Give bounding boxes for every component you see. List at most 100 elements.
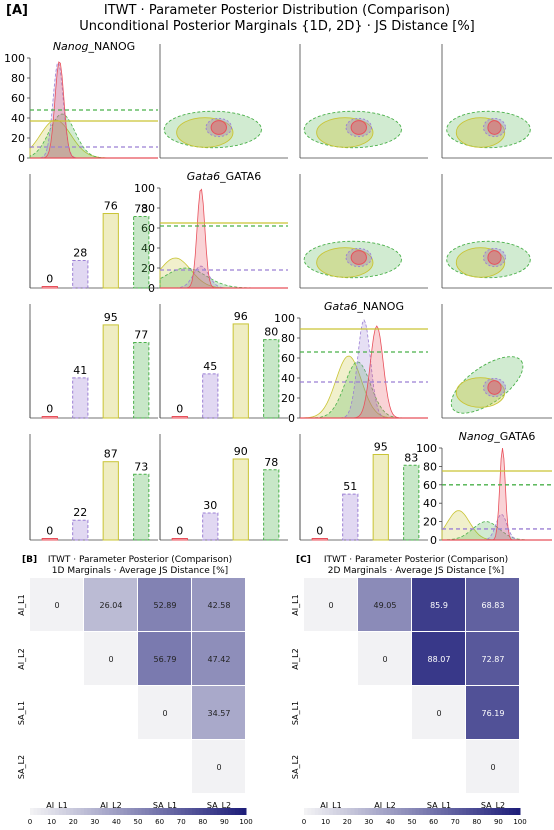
contour-sa-l1 xyxy=(455,117,506,148)
bar-panel-lower_2_1: 0 28 76 73 xyxy=(29,174,158,289)
heatmap-cell-label: 0 xyxy=(382,655,387,664)
bar-sa_l2 xyxy=(133,215,150,289)
colorbar-tick-label: 40 xyxy=(112,818,121,826)
colorbar-segment xyxy=(476,808,481,815)
colorbar-segment xyxy=(318,808,323,815)
heatmap-cell xyxy=(412,686,465,739)
bar-ai_l1 xyxy=(41,286,58,289)
bar-value-label: 0 xyxy=(316,525,323,538)
colorbar-segment xyxy=(217,808,222,815)
colorbar-segment xyxy=(358,808,363,815)
bar-value-label: 0 xyxy=(176,525,183,538)
density-panel-diag_4: Nanog_GATA6 0 20 40 60 80 100 xyxy=(416,430,552,547)
colorbar-segment xyxy=(163,808,168,815)
y-tick-label: 100 xyxy=(274,312,295,325)
density-panel-diag_2: Gata6_GATA6 0 20 40 60 80 100 xyxy=(134,170,288,295)
y-tick-label: 80 xyxy=(141,202,155,215)
bar-ai_l1 xyxy=(41,538,58,541)
colorbar-tick-label: 10 xyxy=(47,818,56,826)
colorbar-segment xyxy=(408,808,413,815)
bar-panel-lower_4_3: 0 51 95 83 xyxy=(299,434,428,541)
panel-b-title-line2: 1D Marginals · Average JS Distance [%] xyxy=(52,566,228,576)
colorbar-segment xyxy=(397,808,402,815)
colorbar-tick-label: 0 xyxy=(28,818,32,826)
colorbar-segment xyxy=(347,808,352,815)
colorbar-segment xyxy=(430,808,435,815)
colorbar-segment xyxy=(466,808,471,815)
heatmap-cell-label: 52.89 xyxy=(154,601,177,610)
colorbar-segment xyxy=(48,808,53,815)
colorbar-segment xyxy=(184,808,189,815)
colorbar-tick-label: 60 xyxy=(429,818,438,826)
colorbar-segment xyxy=(426,808,431,815)
bar-value-label: 78 xyxy=(264,456,278,469)
bar-ai_l2 xyxy=(72,377,89,419)
y-tick-label: 0 xyxy=(430,534,437,547)
colorbar-segment xyxy=(116,808,121,815)
colorbar-segment xyxy=(415,808,420,815)
colorbar-segment xyxy=(394,808,399,815)
heatmap-cell-label: 56.79 xyxy=(154,655,177,664)
heatmap-cell-label: 34.57 xyxy=(208,709,231,718)
contour-panel-0-2 xyxy=(299,44,428,159)
panel-c-tag: [C] xyxy=(296,555,311,565)
colorbar-segment xyxy=(491,808,496,815)
bar-sa_l1 xyxy=(372,454,389,541)
heatmap-cell-label: 0 xyxy=(490,763,495,772)
contour-sa-l1 xyxy=(455,247,506,278)
colorbar-segment xyxy=(94,808,99,815)
bar-ai_l1 xyxy=(311,538,328,541)
colorbar-tick-label: 10 xyxy=(321,818,330,826)
colorbar-segment xyxy=(206,808,211,815)
bar-ai_l2 xyxy=(72,519,89,541)
colorbar-segment xyxy=(166,808,171,815)
bar-ai_l1 xyxy=(41,416,58,419)
colorbar-segment xyxy=(69,808,74,815)
bar-ai_l1 xyxy=(171,416,188,419)
bar-sa_l2 xyxy=(133,342,150,419)
panel-c-title-line1: ITWT · Parameter Posterior (Comparison) xyxy=(324,555,508,565)
heatmap-cell-label: 47.42 xyxy=(208,655,231,664)
row-label: AI_L1 xyxy=(17,594,26,615)
contour-panel-1-3 xyxy=(441,174,552,289)
density-title: Gata6_GATA6 xyxy=(187,170,261,183)
heatmap-cell xyxy=(466,632,519,685)
heatmap-cell xyxy=(138,632,191,685)
bar-ai_l2 xyxy=(72,260,89,289)
heatmap-cell xyxy=(466,740,519,793)
col-label: AI_L2 xyxy=(100,801,121,810)
colorbar-segment xyxy=(127,808,132,815)
colorbar-segment xyxy=(329,808,334,815)
bar-sa_l2 xyxy=(263,339,280,419)
colorbar-segment xyxy=(509,808,514,815)
colorbar-segment xyxy=(494,808,499,815)
density-sa_l2 xyxy=(159,267,288,289)
row-label: AI_L1 xyxy=(291,594,300,615)
colorbar-tick-label: 30 xyxy=(90,818,99,826)
colorbar-segment xyxy=(192,808,197,815)
row-label: SA_L1 xyxy=(17,701,26,725)
bar-panel-lower_3_1: 0 41 95 77 xyxy=(29,304,158,419)
colorbar-segment xyxy=(390,808,395,815)
colorbar-segment xyxy=(422,808,427,815)
contour-ai-l1 xyxy=(487,380,502,395)
colorbar-segment xyxy=(238,808,243,815)
colorbar-segment xyxy=(224,808,229,815)
heatmap-cell xyxy=(466,686,519,739)
bar-sa_l1 xyxy=(102,213,119,289)
density-title: Nanog_NANOG xyxy=(53,40,135,53)
colorbar-segment xyxy=(505,808,510,815)
colorbar-segment xyxy=(98,808,103,815)
bar-sa_l1 xyxy=(102,461,119,541)
heatmap-layer: AI_L1 AI_L2 SA_L1 SA_L2 AI_L1 AI_L2 SA_L1 SA_L2… xyxy=(17,578,527,826)
colorbar-segment xyxy=(195,808,200,815)
contour-panel-2-3 xyxy=(441,304,552,419)
colorbar-segment xyxy=(383,808,388,815)
colorbar-tick-label: 80 xyxy=(472,818,481,826)
heatmap-cell xyxy=(192,686,245,739)
col-label: SA_L1 xyxy=(153,801,177,810)
colorbar-segment xyxy=(462,808,467,815)
y-tick-label: 40 xyxy=(423,497,437,510)
col-label: AI_L1 xyxy=(46,801,67,810)
colorbar-segment xyxy=(84,808,89,815)
